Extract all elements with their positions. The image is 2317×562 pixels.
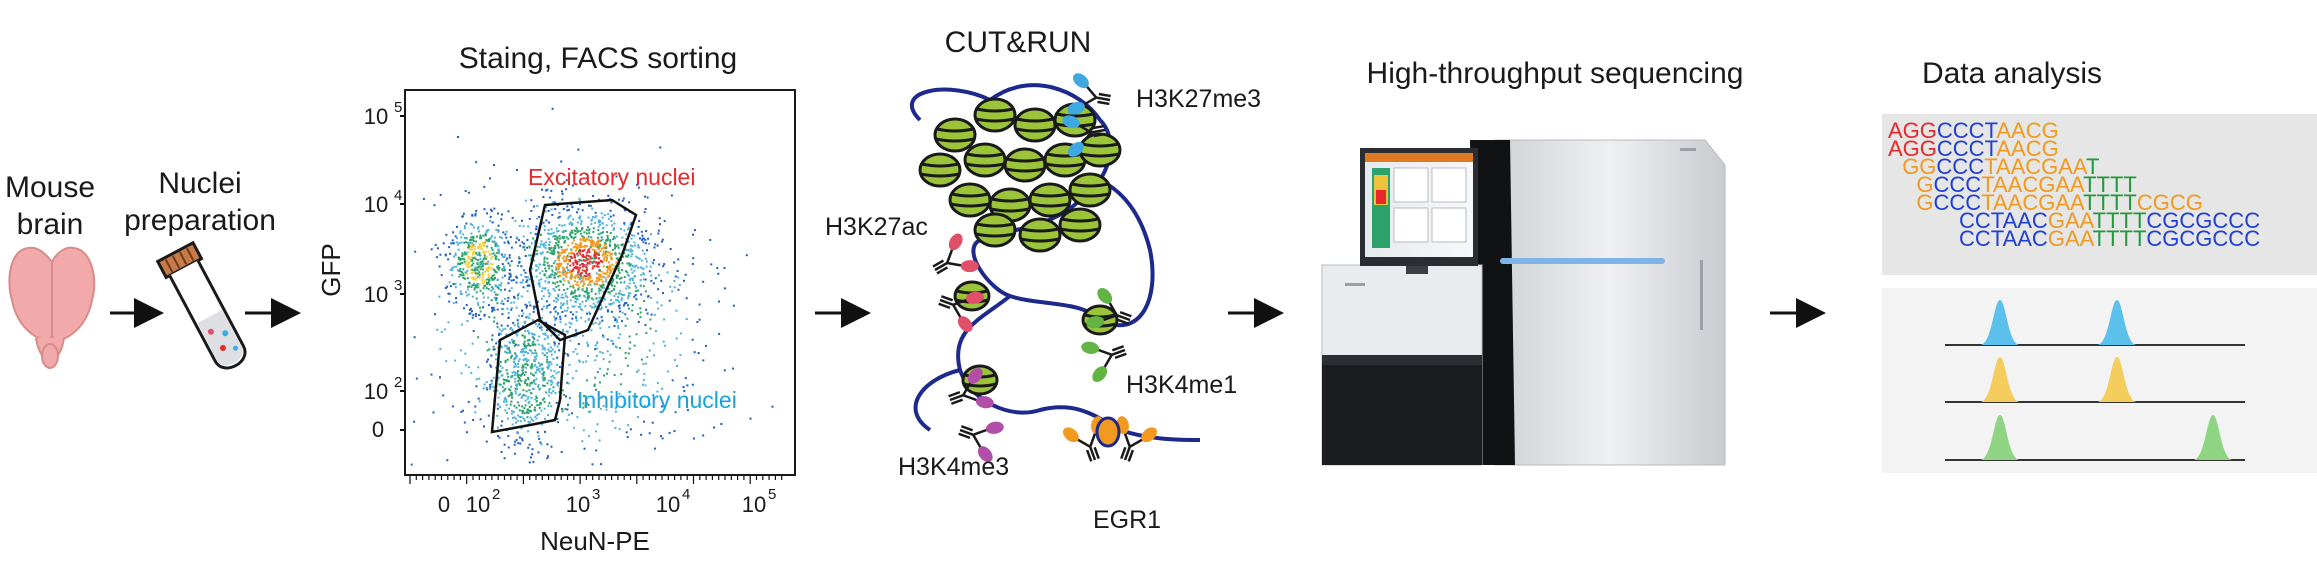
facs-step: Staing, FACS sorting Excitatory nuclei I… <box>316 42 796 556</box>
nuclei-prep-step: Nuclei preparation <box>124 167 276 370</box>
cutrun-step: CUT&RUN H3K27me3 H3K27ac H3K4me1 H3K4me3… <box>825 26 1261 534</box>
x-tick-1e5-exp: 5 <box>768 486 776 503</box>
x-tick-1e4-exp: 4 <box>682 486 690 503</box>
sequencing-step: High-throughput sequencing <box>1320 57 1743 474</box>
track-peak <box>1980 357 2020 402</box>
peak-tracks <box>1945 300 2245 461</box>
y-tick-1e5-base: 10 <box>364 104 388 129</box>
track-peak <box>2193 415 2233 460</box>
excitatory-gate <box>528 198 638 342</box>
mouse-brain-step: Mouse brain <box>5 171 96 369</box>
facs-x-ticks: 0 10 2 10 3 10 4 10 5 <box>409 475 783 517</box>
preparation-label: preparation <box>124 204 276 237</box>
x-tick-1e2-exp: 2 <box>492 486 500 503</box>
sequencing-title: High-throughput sequencing <box>1367 57 1744 90</box>
nucleosome-cluster <box>918 97 1122 396</box>
sequence-read: CCTAACGAATTTTCGCGCCC <box>1959 208 2260 233</box>
sequence-read: AGGCCCTAACG <box>1888 118 2059 143</box>
analysis-step: Data analysis AGGCCCTAACGAGGCCCTAACGGGCC… <box>1882 57 2317 473</box>
y-tick-1e4-exp: 4 <box>394 187 402 204</box>
x-tick-1e3-exp: 3 <box>592 486 600 503</box>
facs-plot-frame <box>404 89 796 476</box>
tracks-panel <box>1882 288 2317 473</box>
x-tick-1e5-base: 10 <box>742 492 766 517</box>
brain-label: brain <box>17 208 84 241</box>
analysis-title: Data analysis <box>1922 57 2102 90</box>
sequence-read: GCCCTAACGAATTTT <box>1916 172 2136 197</box>
nuclei-label: Nuclei <box>158 167 241 200</box>
y-tick-1e3-base: 10 <box>364 282 388 307</box>
track-peak <box>2097 300 2137 345</box>
mouse-label: Mouse <box>5 171 95 204</box>
y-tick-1e2-base: 10 <box>364 379 388 404</box>
y-tick-1e5-exp: 5 <box>394 99 402 116</box>
facs-y-ticks: 10 5 10 4 10 3 10 2 0 <box>364 99 405 442</box>
facs-title: Staing, FACS sorting <box>459 42 737 75</box>
inhibitory-gate <box>490 318 567 434</box>
egr1-factor <box>1095 416 1121 448</box>
cutrun-title: CUT&RUN <box>945 26 1092 59</box>
y-tick-1e4-base: 10 <box>364 192 388 217</box>
sequencer-image <box>1320 102 1730 474</box>
x-tick-1e3-base: 10 <box>566 492 590 517</box>
sequence-read: AGGCCCTAACG <box>1888 136 2059 161</box>
y-tick-1e2-exp: 2 <box>394 374 402 391</box>
h3k27ac-label: H3K27ac <box>825 213 928 241</box>
sequence-reads: AGGCCCTAACGAGGCCCTAACGGGCCCTAACGAATGCCCT… <box>1888 118 2260 251</box>
y-tick-1e3-exp: 3 <box>394 277 402 294</box>
x-tick-zero: 0 <box>438 492 450 517</box>
sequence-read: GGCCCTAACGAAT <box>1902 154 2099 179</box>
reads-panel <box>1882 114 2317 275</box>
facs-scatter <box>410 107 774 466</box>
facs-y-axis-label: GFP <box>316 243 346 296</box>
tube-icon <box>155 240 247 370</box>
h3k27me3-label: H3K27me3 <box>1136 85 1261 113</box>
track-peak <box>1980 415 2020 460</box>
inhibitory-gate-label: Inhibitory nuclei <box>577 387 737 413</box>
sequence-read: CCTAACGAATTTTCGCGCCC <box>1959 226 2260 251</box>
h3k4me1-label: H3K4me1 <box>1126 371 1237 399</box>
x-tick-1e4-base: 10 <box>656 492 680 517</box>
facs-x-axis-label: NeuN-PE <box>540 526 650 556</box>
egr1-label: EGR1 <box>1093 506 1161 534</box>
x-tick-1e2-base: 10 <box>466 492 490 517</box>
track-peak <box>2097 357 2137 402</box>
brain-icon <box>8 246 96 369</box>
y-tick-zero: 0 <box>372 417 384 442</box>
sequence-read: GCCCTAACGAATTTTCGCG <box>1916 190 2202 215</box>
h3k4me3-label: H3K4me3 <box>898 453 1009 481</box>
track-peak <box>1980 300 2020 345</box>
excitatory-gate-label: Excitatory nuclei <box>528 164 695 190</box>
